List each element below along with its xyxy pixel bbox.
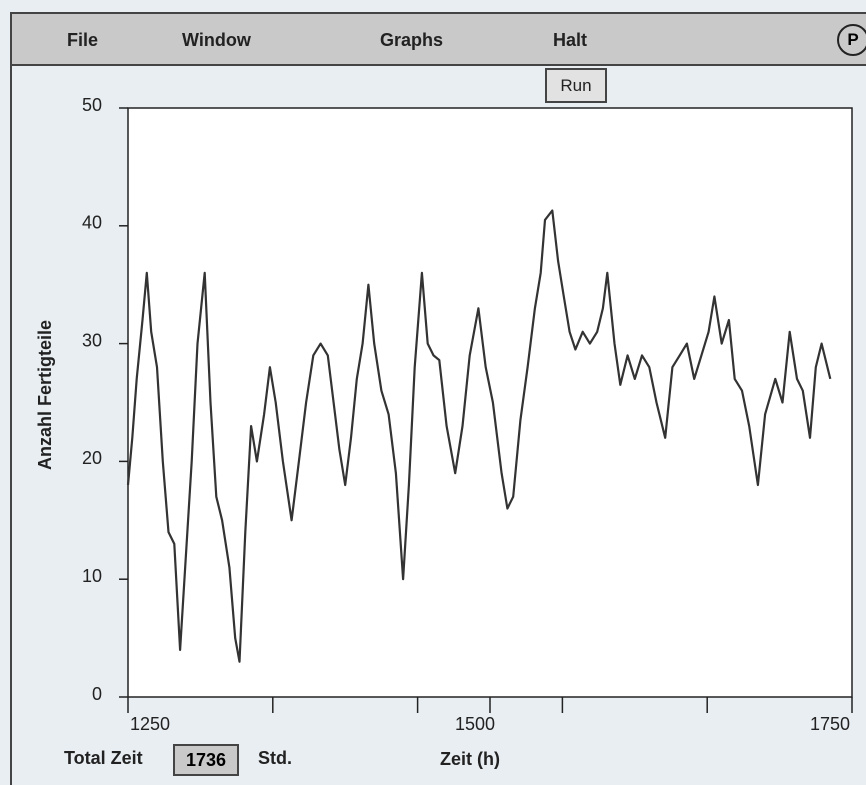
data-line [126,209,832,663]
y-tick-label: 40 [82,213,102,233]
x-axis-label: Zeit (h) [440,749,500,769]
y-tick-label: 0 [92,684,102,704]
menu-item[interactable]: Graphs [380,30,444,50]
plot-area [127,107,853,698]
y-tick-label: 10 [82,566,102,586]
y-axis-label: Anzahl Fertigteile [35,320,55,470]
y-tick-label: 20 [82,448,102,468]
total-time-unit: Std. [258,748,292,768]
run-button[interactable]: Run [545,68,607,103]
y-tick-label: 50 [82,95,102,115]
menu-item[interactable]: Window [182,30,251,50]
total-time-value: 1736 [173,744,239,776]
menu-item[interactable]: Halt [553,30,588,50]
total-time-label: Total Zeit [64,748,143,768]
x-tick-label: 1250 [130,714,170,734]
menu-item[interactable]: File [67,30,99,50]
badge[interactable]: P [837,24,866,56]
x-tick-label: 1500 [455,714,495,734]
x-tick-label: 1750 [810,714,850,734]
menu-bar: File Window Graphs Halt P [10,12,866,66]
y-tick-label: 30 [82,330,102,350]
panel-border [10,66,12,785]
